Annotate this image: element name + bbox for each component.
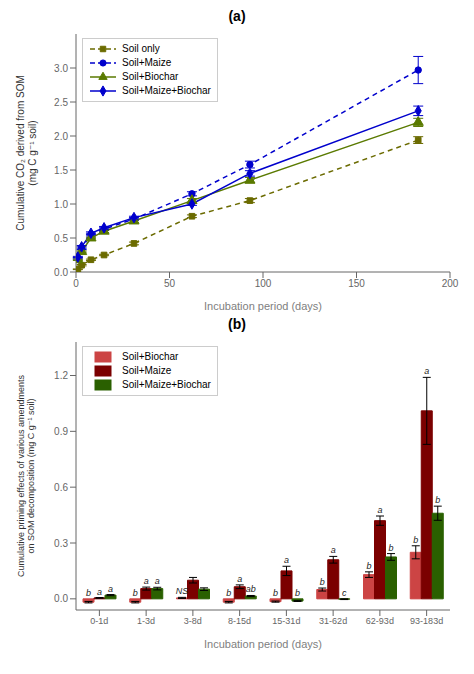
svg-text:93-183d: 93-183d — [410, 616, 443, 626]
svg-text:3-8d: 3-8d — [184, 616, 202, 626]
svg-text:1.2: 1.2 — [54, 370, 68, 381]
html-text:Soil+Maize+Biochar: Soil+Maize+Biochar — [122, 85, 211, 96]
svg-text:0-1d: 0-1d — [90, 616, 108, 626]
svg-text:62-93d: 62-93d — [366, 616, 394, 626]
svg-text:1.0: 1.0 — [54, 199, 68, 210]
svg-text:a: a — [378, 505, 383, 515]
svg-text:c: c — [342, 588, 347, 598]
svg-text:200: 200 — [442, 278, 459, 289]
svg-text:a: a — [155, 576, 160, 586]
svg-text:b: b — [86, 588, 91, 598]
svg-text:8-15d: 8-15d — [228, 616, 251, 626]
svg-text:50: 50 — [164, 278, 176, 289]
svg-text:1-3d: 1-3d — [137, 616, 155, 626]
svg-text:0.0: 0.0 — [54, 593, 68, 604]
html-text:(b): (b) — [228, 316, 246, 332]
svg-text:1.5: 1.5 — [54, 165, 68, 176]
svg-text:ab: ab — [246, 584, 256, 594]
svg-text:0.6: 0.6 — [54, 482, 68, 493]
svg-text:b: b — [133, 588, 138, 598]
svg-text:NS: NS — [176, 586, 189, 596]
svg-text:0.9: 0.9 — [54, 426, 68, 437]
svg-text:0: 0 — [73, 278, 79, 289]
svg-text:Cumulative priming effects of: Cumulative priming effects of various am… — [16, 375, 36, 577]
svg-text:a: a — [331, 545, 336, 555]
svg-text:b: b — [320, 577, 325, 587]
svg-text:b: b — [413, 535, 418, 545]
svg-text:b: b — [435, 495, 440, 505]
svg-text:Incubation period (days): Incubation period (days) — [204, 638, 322, 650]
svg-text:a: a — [284, 555, 289, 565]
svg-text:0.0: 0.0 — [54, 267, 68, 278]
svg-text:15-31d: 15-31d — [272, 616, 300, 626]
svg-text:a: a — [237, 574, 242, 584]
svg-text:0.5: 0.5 — [54, 233, 68, 244]
html-text:Soil only: Soil only — [122, 43, 160, 54]
svg-text:b: b — [389, 543, 394, 553]
svg-text:31-62d: 31-62d — [319, 616, 347, 626]
svg-text:a: a — [97, 587, 102, 597]
html-text:Soil+Maize: Soil+Maize — [122, 57, 172, 68]
html-text:(a): (a) — [228, 8, 246, 24]
svg-text:Cumulative CO₂ derived from SO: Cumulative CO₂ derived from SOM(mg C g⁻¹… — [15, 75, 38, 231]
html-text:Soil+Biochar: Soil+Biochar — [122, 351, 179, 362]
html-text:Soil+Maize: Soil+Maize — [122, 365, 172, 376]
svg-text:b: b — [226, 588, 231, 598]
svg-text:150: 150 — [348, 278, 365, 289]
svg-text:a: a — [424, 366, 429, 376]
svg-text:a: a — [144, 576, 149, 586]
svg-text:a: a — [108, 584, 113, 594]
svg-text:100: 100 — [255, 278, 272, 289]
html-text:Soil+Maize+Biochar: Soil+Maize+Biochar — [122, 379, 211, 390]
svg-text:2.5: 2.5 — [54, 97, 68, 108]
svg-text:b: b — [295, 588, 300, 598]
svg-text:Incubation period (days): Incubation period (days) — [204, 300, 322, 312]
svg-text:b: b — [367, 561, 372, 571]
svg-text:2.0: 2.0 — [54, 131, 68, 142]
svg-text:3.0: 3.0 — [54, 63, 68, 74]
svg-text:0.3: 0.3 — [54, 538, 68, 549]
svg-text:b: b — [273, 588, 278, 598]
html-text:Soil+Biochar: Soil+Biochar — [122, 71, 179, 82]
